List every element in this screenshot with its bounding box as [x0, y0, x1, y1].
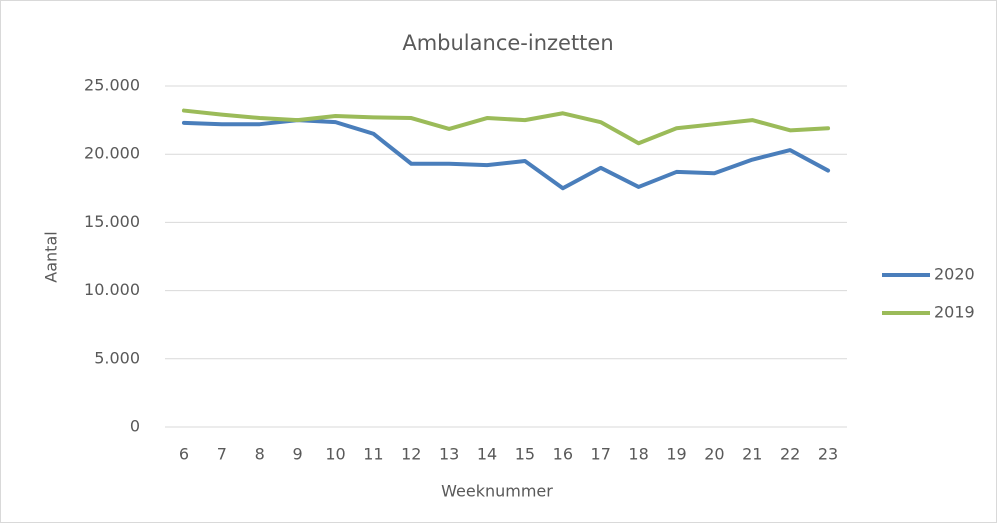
- legend-label: 2020: [934, 265, 975, 284]
- legend-label: 2019: [934, 303, 975, 322]
- x-tick-label: 13: [439, 445, 459, 464]
- y-tick-label: 25.000: [84, 76, 140, 95]
- x-tick-label: 7: [217, 445, 227, 464]
- x-tick-label: 20: [704, 445, 724, 464]
- x-tick-label: 10: [325, 445, 345, 464]
- y-axis-label: Aantal: [42, 231, 61, 282]
- y-tick-label: 10.000: [84, 280, 140, 299]
- x-tick-label: 14: [477, 445, 497, 464]
- x-tick-label: 8: [255, 445, 265, 464]
- x-tick-label: 22: [780, 445, 800, 464]
- x-tick-label: 16: [553, 445, 573, 464]
- x-tick-label: 21: [742, 445, 762, 464]
- y-tick-label: 0: [130, 417, 140, 436]
- chart-title: Ambulance-inzetten: [402, 31, 613, 55]
- x-axis-label: Weeknummer: [441, 482, 553, 501]
- x-tick-label: 9: [293, 445, 303, 464]
- x-tick-label: 11: [363, 445, 383, 464]
- x-tick-label: 17: [591, 445, 611, 464]
- series-line: [181, 108, 831, 146]
- x-tick-label: 6: [179, 445, 189, 464]
- x-tick-label: 18: [628, 445, 648, 464]
- x-tick-label: 15: [515, 445, 535, 464]
- x-tick-label: 12: [401, 445, 421, 464]
- x-tick-label: 23: [818, 445, 838, 464]
- y-tick-label: 5.000: [94, 348, 140, 367]
- y-tick-label: 20.000: [84, 144, 140, 163]
- y-tick-label: 15.000: [84, 212, 140, 231]
- x-tick-label: 19: [666, 445, 686, 464]
